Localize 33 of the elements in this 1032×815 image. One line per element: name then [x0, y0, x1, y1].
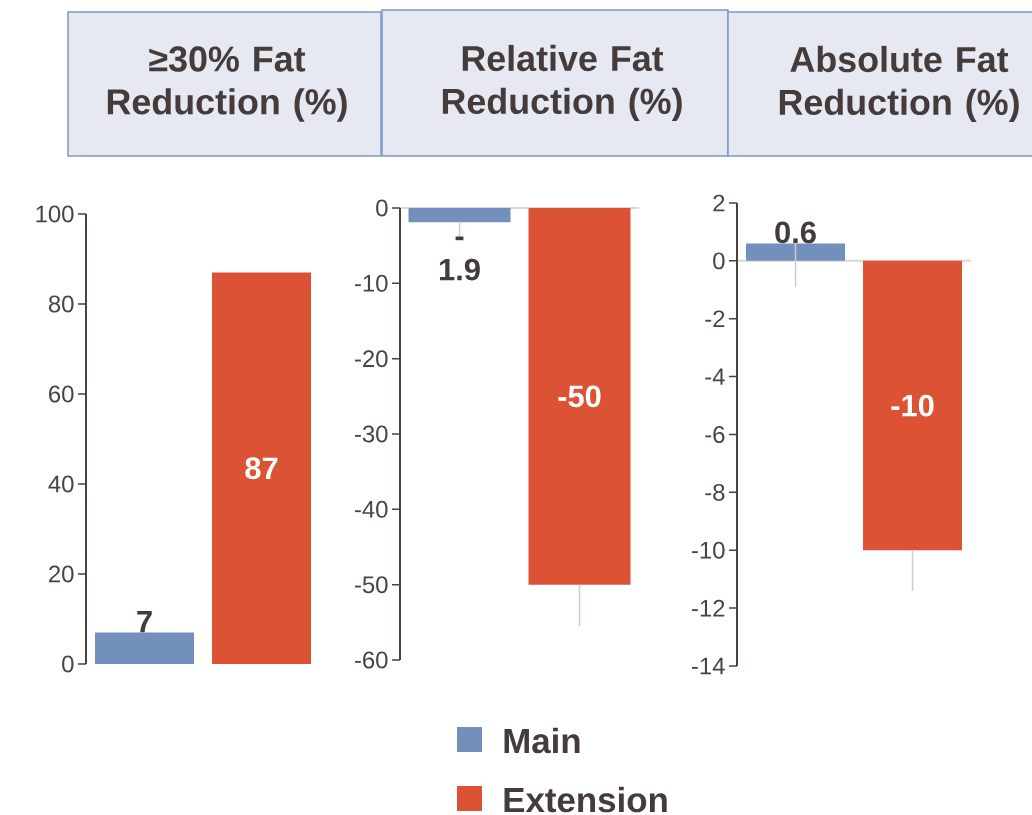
- chart-title: Relative Fat Reduction (%): [442, 44, 682, 122]
- y-tick-label: -12: [691, 599, 725, 617]
- y-tick-label: -14: [691, 657, 725, 675]
- y-tick-label: -10: [691, 541, 725, 559]
- y-tick-label: -30: [354, 425, 388, 443]
- data-label: - 1.9: [439, 236, 480, 281]
- y-tick-label: 80: [48, 295, 74, 313]
- chart-title: ≥30% Fat Reduction (%): [107, 46, 347, 122]
- y-tick-label: 2: [713, 194, 725, 212]
- legend-label: Extension: [504, 786, 667, 813]
- y-tick-label: 60: [49, 385, 74, 403]
- y-tick-label: 0: [376, 199, 388, 217]
- y-tick-label: -10: [354, 274, 388, 292]
- y-tick-label: -4: [705, 368, 725, 385]
- chart-title: Absolute Fat Reduction (%): [779, 45, 1019, 123]
- y-tick-label: -8: [705, 483, 725, 501]
- y-tick-label: -60: [354, 651, 388, 669]
- y-tick-label: 40: [48, 475, 74, 493]
- y-tick-label: -2: [705, 310, 725, 328]
- data-label: -10: [891, 394, 934, 417]
- data-label: 0.6: [775, 221, 816, 244]
- y-tick-label: 0: [713, 252, 725, 270]
- data-label: -50: [558, 385, 601, 408]
- y-tick-label: -6: [705, 426, 725, 443]
- legend-label: Main: [504, 727, 580, 754]
- y-tick-label: 20: [49, 565, 74, 583]
- y-tick-label: -40: [354, 500, 388, 518]
- y-tick-label: -20: [354, 350, 388, 368]
- data-label: 7: [137, 611, 152, 633]
- y-tick-label: 100: [36, 205, 74, 223]
- y-tick-label: 0: [62, 655, 74, 673]
- data-label: 87: [245, 457, 278, 480]
- y-tick-label: -50: [354, 576, 388, 594]
